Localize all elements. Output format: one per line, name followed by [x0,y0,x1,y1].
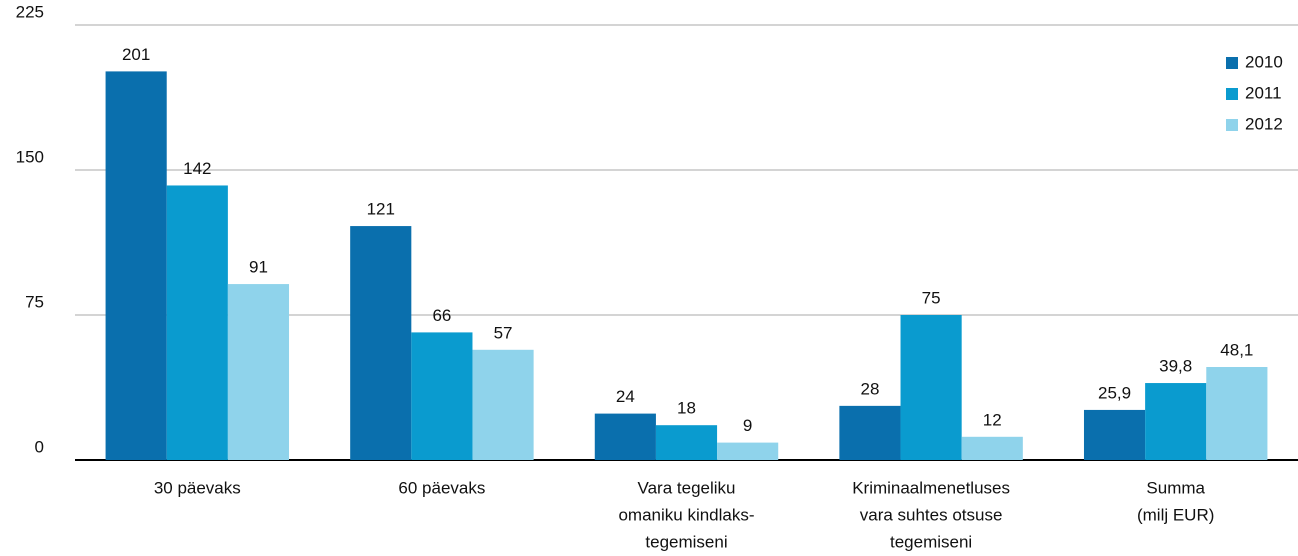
value-label: 142 [183,159,211,178]
value-label: 12 [983,410,1002,429]
x-tick-label: tegemiseni [890,532,972,551]
y-tick-label: 150 [16,147,44,166]
legend-label: 2012 [1245,114,1283,133]
legend-swatch [1226,57,1238,69]
x-tick-label: 30 päevaks [154,478,241,497]
bar [350,226,412,460]
x-tick-label: omaniku kindlaks- [618,505,754,524]
y-tick-label: 225 [16,2,44,21]
x-tick-label: Vara tegeliku [638,478,736,497]
bar [105,71,167,461]
bar [1145,383,1207,460]
bar [717,442,779,460]
bar [472,349,534,460]
legend-swatch [1226,88,1238,100]
x-tick-label: Summa [1146,478,1205,497]
legend-label: 2010 [1245,52,1283,71]
x-tick-label: Kriminaalmenetluses [852,478,1010,497]
value-label: 25,9 [1098,383,1131,402]
bar [1083,409,1146,460]
bar [1206,367,1268,460]
value-label: 28 [860,379,879,398]
x-tick-label: vara suhtes otsuse [860,505,1003,524]
value-label: 24 [616,387,635,406]
bar [900,315,962,460]
bar [839,405,901,460]
value-label: 201 [122,45,150,64]
y-tick-label: 0 [35,437,44,456]
value-label: 9 [743,416,752,435]
legend-swatch [1226,119,1238,131]
value-label: 91 [249,258,268,277]
value-label: 39,8 [1159,357,1192,376]
x-tick-label: (milj EUR) [1137,505,1214,524]
x-tick-label: tegemiseni [645,532,727,551]
value-label: 48,1 [1220,340,1253,359]
value-label: 18 [677,399,696,418]
value-label: 57 [494,323,513,342]
value-label: 66 [432,306,451,325]
value-label: 121 [367,200,395,219]
x-tick-label: 60 päevaks [398,478,485,497]
bar [961,436,1023,460]
bar [594,413,656,460]
bar [227,284,290,460]
bar [411,332,473,460]
bar [166,185,228,460]
y-tick-label: 75 [25,292,44,311]
legend-label: 2011 [1245,83,1282,102]
value-label: 75 [922,288,941,307]
bar [655,425,718,460]
